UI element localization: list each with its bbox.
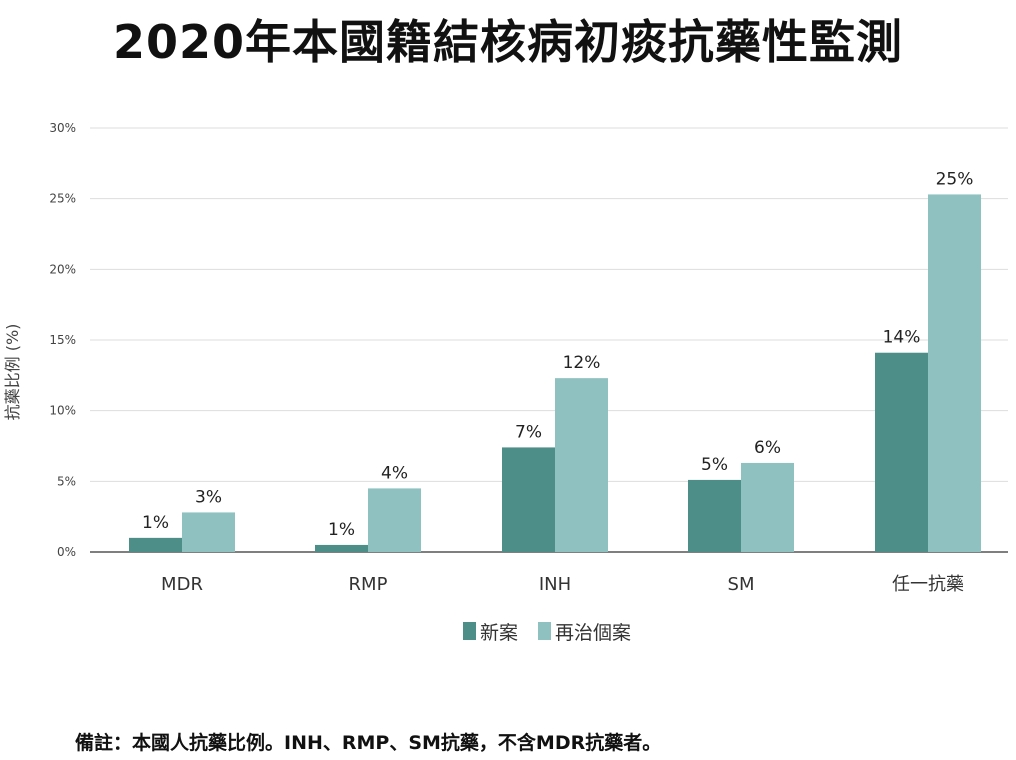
y-tick-label: 30% bbox=[49, 121, 76, 135]
y-tick-label: 15% bbox=[49, 333, 76, 347]
x-category-label: 任一抗藥 bbox=[892, 574, 964, 595]
y-tick-label: 0% bbox=[57, 545, 76, 559]
bar-retreat bbox=[741, 462, 794, 552]
x-category-label: SM bbox=[728, 574, 755, 595]
y-tick-label: 20% bbox=[49, 262, 76, 276]
data-label: 6% bbox=[754, 438, 781, 458]
legend-swatch bbox=[463, 622, 476, 640]
bar-new bbox=[875, 352, 928, 552]
data-label: 7% bbox=[515, 422, 542, 442]
bars bbox=[129, 194, 981, 552]
bar-new bbox=[502, 447, 555, 552]
chart-title: 2020年本國籍結核病初痰抗藥性監測 bbox=[112, 15, 904, 69]
x-axis-categories: MDR RMP INH SM 任一抗藥 bbox=[161, 574, 964, 595]
y-tick-label: 5% bbox=[57, 474, 76, 488]
data-label: 5% bbox=[701, 455, 728, 475]
y-tick-label: 25% bbox=[49, 192, 76, 206]
legend-swatch bbox=[538, 622, 551, 640]
x-category-label: RMP bbox=[349, 574, 388, 595]
bar-retreat bbox=[182, 512, 235, 552]
bar-retreat bbox=[368, 488, 421, 552]
footnote: 備註：本國人抗藥比例。INH、RMP、SM抗藥，不含MDR抗藥者。 bbox=[75, 732, 662, 754]
bar-retreat bbox=[555, 378, 608, 552]
x-category-label: INH bbox=[539, 574, 571, 595]
legend-label: 新案 bbox=[480, 622, 518, 644]
data-label: 14% bbox=[883, 328, 921, 348]
data-label: 12% bbox=[563, 353, 601, 373]
bar-new bbox=[315, 544, 368, 552]
bar-new bbox=[129, 537, 182, 552]
legend: 新案 再治個案 bbox=[463, 622, 631, 644]
data-label: 1% bbox=[142, 513, 169, 533]
x-category-label: MDR bbox=[161, 574, 203, 595]
y-tick-label: 10% bbox=[49, 404, 76, 418]
y-axis-label: 抗藥比例 (%) bbox=[3, 324, 22, 421]
data-label: 25% bbox=[936, 169, 974, 189]
y-axis-ticks: 0% 5% 10% 15% 20% 25% 30% bbox=[49, 121, 76, 559]
data-label: 1% bbox=[328, 520, 355, 540]
data-label: 4% bbox=[381, 463, 408, 483]
data-label: 3% bbox=[195, 487, 222, 507]
data-labels: 1% 3% 1% 4% 7% 12% 5% 6% 14% 25% bbox=[142, 169, 973, 540]
bar-new bbox=[688, 479, 741, 552]
legend-label: 再治個案 bbox=[555, 622, 631, 644]
bar-retreat bbox=[928, 194, 981, 552]
